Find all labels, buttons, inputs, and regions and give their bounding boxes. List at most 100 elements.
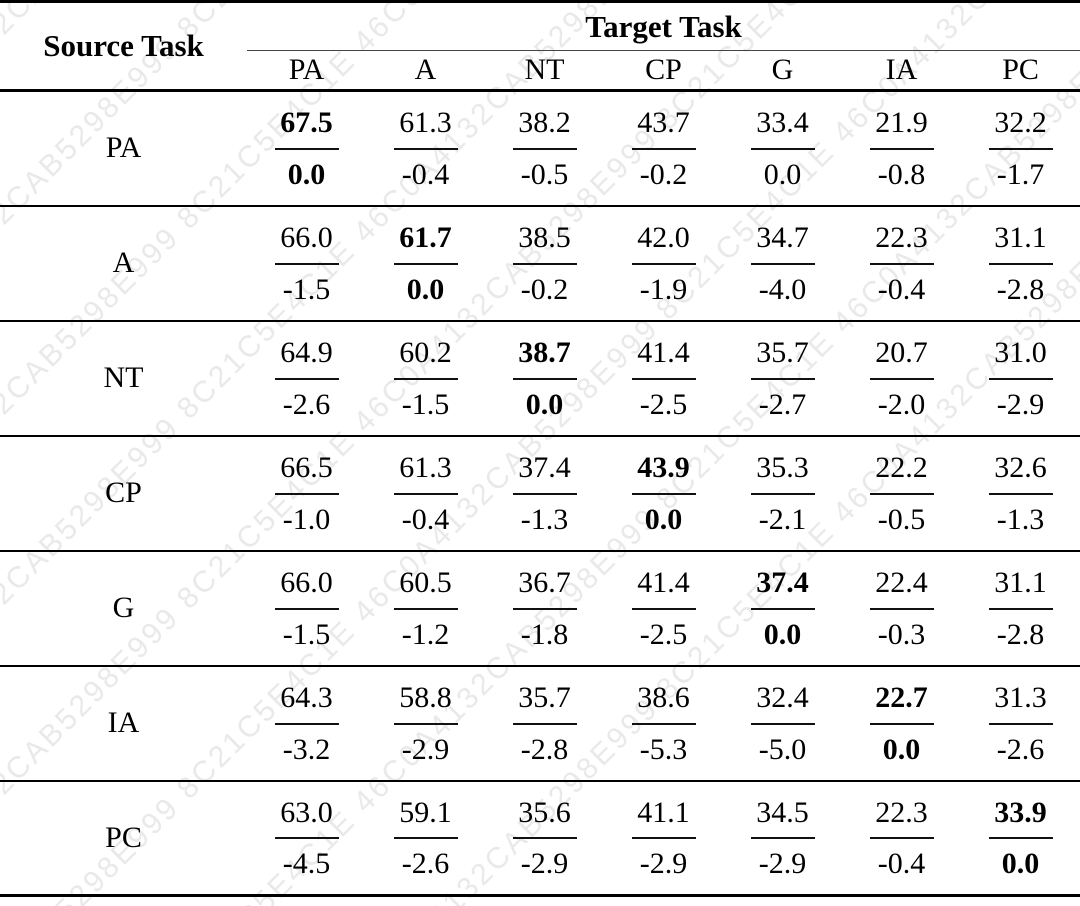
table-row-g: G 66.0 -1.5 60.5 -1.2 36.7 -1.8 41.4 -2.5 37.4 0.0… — [0, 551, 1080, 666]
cell-delta: -0.2 — [639, 157, 688, 191]
cell-delta: -1.8 — [520, 617, 569, 651]
cell-score: 41.1 — [637, 795, 690, 829]
score-delta-fraction: 43.7 -0.2 — [631, 107, 696, 191]
cell-score: 38.7 — [518, 336, 571, 369]
fraction-bar — [393, 147, 458, 150]
cell-delta: -2.6 — [282, 387, 331, 421]
table-cell: 43.9 0.0 — [604, 436, 723, 551]
table-row-a: A 66.0 -1.5 61.7 0.0 38.5 -0.2 42.0 -1.9 34.7 -4.0… — [0, 206, 1080, 321]
cell-delta: -0.4 — [877, 272, 926, 306]
score-delta-fraction: 38.6 -5.3 — [631, 682, 696, 766]
cell-delta: -0.5 — [877, 502, 926, 536]
cell-delta: -1.5 — [282, 617, 331, 651]
score-delta-fraction: 59.1 -2.6 — [393, 795, 458, 881]
cell-score: 31.3 — [994, 681, 1047, 714]
cell-score: 67.5 — [280, 106, 333, 140]
fraction-bar — [869, 147, 934, 150]
score-delta-fraction: 22.3 -0.4 — [869, 222, 934, 306]
table-cell: 37.4 0.0 — [723, 551, 842, 666]
fraction-bar — [988, 262, 1053, 265]
fraction-bar — [274, 607, 339, 610]
score-delta-fraction: 37.4 0.0 — [750, 566, 815, 650]
cell-delta: 0.0 — [882, 732, 921, 766]
table-cell: 31.3 -2.6 — [961, 666, 1080, 781]
cell-score: 59.1 — [399, 795, 452, 829]
cell-delta: 0.0 — [406, 272, 445, 306]
cell-delta: -1.9 — [639, 272, 688, 306]
table-cell: 38.2 -0.5 — [485, 91, 604, 206]
fraction-bar — [512, 837, 577, 840]
cell-delta: -2.6 — [401, 847, 450, 881]
cell-score: 22.4 — [875, 566, 928, 599]
fraction-bar — [988, 722, 1053, 725]
table-cell: 66.0 -1.5 — [247, 206, 366, 321]
cell-score: 35.7 — [518, 681, 571, 714]
fraction-bar — [988, 607, 1053, 610]
cell-score: 35.6 — [518, 795, 571, 829]
table-cell: 64.9 -2.6 — [247, 321, 366, 436]
score-delta-fraction: 35.7 -2.7 — [750, 337, 815, 420]
fraction-bar — [393, 607, 458, 610]
table-cell: 21.9 -0.8 — [842, 91, 961, 206]
table-header: Source Task Target Task PA A NT CP G IA PC — [0, 1, 1080, 92]
fraction-bar — [988, 492, 1053, 495]
column-header-pa: PA — [247, 50, 366, 92]
score-delta-fraction: 58.8 -2.9 — [393, 682, 458, 766]
cell-delta: 0.0 — [287, 157, 326, 191]
table-cell: 36.7 -1.8 — [485, 551, 604, 666]
cell-delta: -0.4 — [401, 502, 450, 536]
fraction-bar — [869, 607, 934, 610]
table-cell: 64.3 -3.2 — [247, 666, 366, 781]
cell-score: 60.2 — [399, 336, 452, 369]
cell-delta: -2.9 — [520, 847, 569, 881]
table-cell: 32.6 -1.3 — [961, 436, 1080, 551]
cell-score: 37.4 — [756, 566, 809, 599]
cell-delta: -4.0 — [758, 272, 807, 306]
row-label: CP — [105, 476, 142, 509]
cell-score: 32.4 — [756, 681, 809, 714]
fraction-bar — [393, 722, 458, 725]
fraction-bar — [869, 377, 934, 380]
score-delta-fraction: 38.2 -0.5 — [512, 106, 577, 190]
cell-delta: -0.3 — [877, 617, 926, 651]
score-delta-fraction: 31.1 -2.8 — [988, 567, 1053, 651]
fraction-bar — [274, 837, 339, 840]
fraction-bar — [512, 262, 577, 265]
row-label: G — [112, 591, 135, 624]
table-row-cp: CP 66.5 -1.0 61.3 -0.4 37.4 -1.3 43.9 0.0 35.3 -2.… — [0, 436, 1080, 551]
cell-score: 38.2 — [518, 106, 571, 140]
cell-score: 22.2 — [875, 451, 928, 484]
cell-delta: -2.8 — [996, 617, 1045, 651]
cell-delta: -2.8 — [996, 272, 1045, 306]
fraction-bar — [750, 262, 815, 265]
table-cell: 60.2 -1.5 — [366, 321, 485, 436]
table-row-pc: PC 63.0 -4.5 59.1 -2.6 35.6 -2.9 41.1 -2.9 34.5 -2… — [0, 781, 1080, 896]
table-cell: 22.4 -0.3 — [842, 551, 961, 666]
cell-delta: -0.2 — [520, 272, 569, 306]
cell-delta: -2.5 — [639, 617, 688, 651]
cell-delta: -3.2 — [282, 732, 331, 766]
fraction-bar — [274, 492, 339, 495]
cell-delta: -1.5 — [401, 387, 450, 421]
cell-delta: -5.3 — [639, 732, 688, 766]
table-cell: 66.0 -1.5 — [247, 551, 366, 666]
cell-delta: -2.9 — [401, 732, 450, 766]
cell-delta: -1.0 — [282, 502, 331, 536]
score-delta-fraction: 34.7 -4.0 — [750, 221, 815, 306]
cell-score: 34.5 — [756, 795, 809, 829]
cell-score: 31.1 — [994, 221, 1047, 254]
table-cell: 35.7 -2.8 — [485, 666, 604, 781]
table-cell: 22.2 -0.5 — [842, 436, 961, 551]
score-delta-fraction: 20.7 -2.0 — [869, 337, 934, 420]
table-cell: 20.7 -2.0 — [842, 321, 961, 436]
table-cell: 60.5 -1.2 — [366, 551, 485, 666]
table-cell: 59.1 -2.6 — [366, 781, 485, 896]
fraction-bar — [750, 492, 815, 495]
table-cell: 22.3 -0.4 — [842, 206, 961, 321]
fraction-bar — [631, 147, 696, 150]
cell-score: 34.7 — [756, 221, 809, 254]
score-delta-fraction: 36.7 -1.8 — [512, 567, 577, 651]
score-delta-fraction: 33.9 0.0 — [988, 797, 1053, 880]
score-delta-fraction: 22.7 0.0 — [869, 682, 934, 766]
cell-delta: -5.0 — [758, 732, 807, 766]
